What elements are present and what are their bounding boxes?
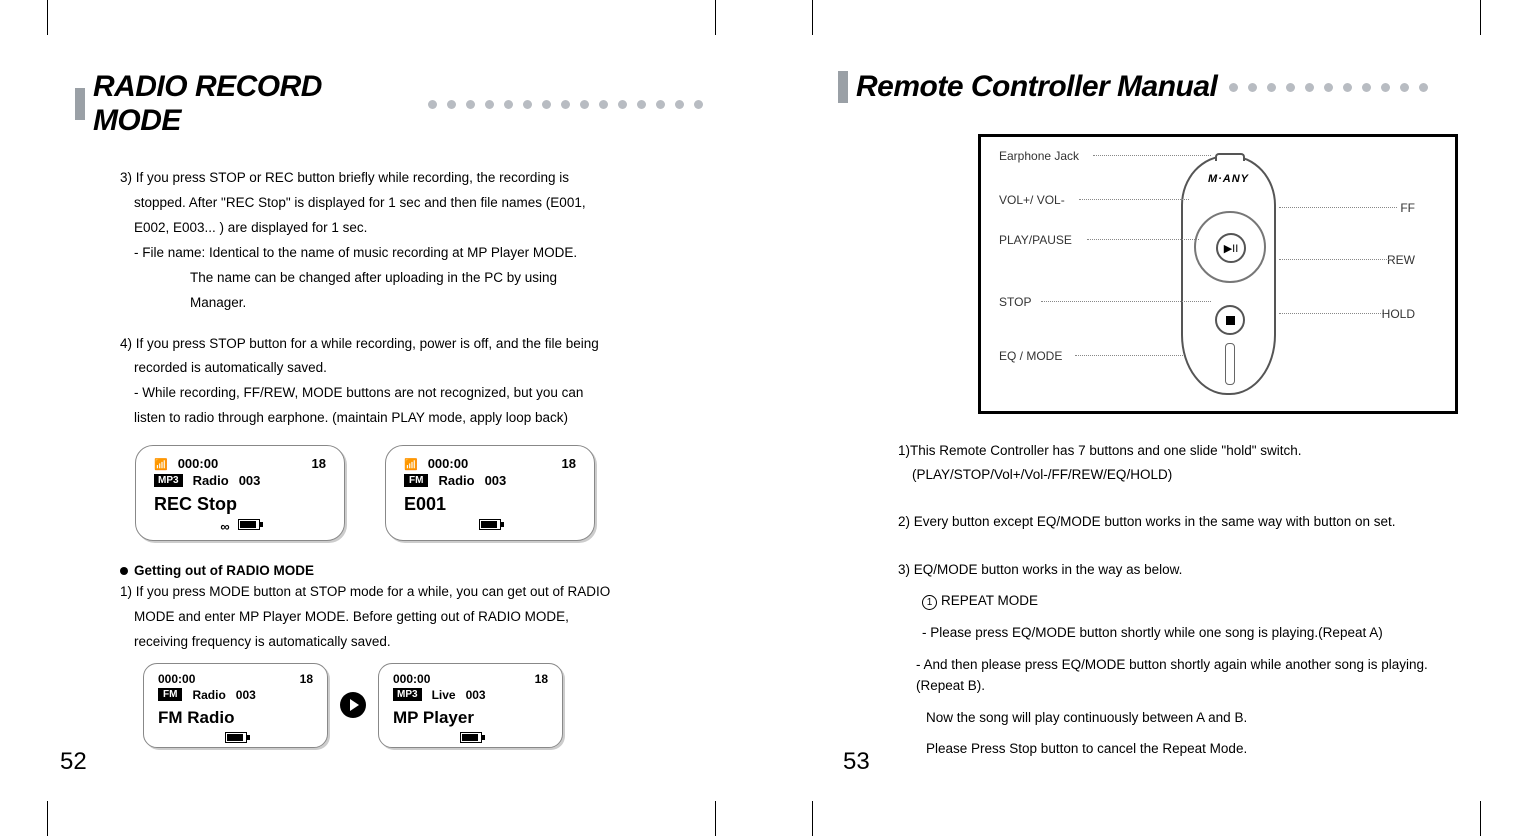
lcd-num: 18 [562,456,576,471]
para-5-line: MODE and enter MP Player MODE. Before ge… [120,607,683,628]
para-3d-line: Now the song will play continuously betw… [898,707,1466,729]
loop-icon: ∞ [220,519,229,534]
battery-icon [238,519,260,530]
lcd-screen-a: 000:00 18 MP3 Radio 003 REC Stop ∞ [135,445,345,541]
lcd-mode: Radio [193,473,229,488]
page-number: 53 [843,748,870,776]
para-4-line: 4) If you press STOP button for a while … [120,334,683,355]
play-pause-button-icon: ▶II [1216,233,1246,263]
circled-1-icon: 1 [922,595,937,610]
para-3-line: stopped. After "REC Stop" is displayed f… [120,193,683,214]
battery-icon [479,519,501,530]
lcd-screens-row: 000:00 18 MP3 Radio 003 REC Stop ∞ 000:0… [135,445,703,541]
mp3-badge-icon: MP3 [154,474,183,487]
mp3-badge-icon: MP3 [393,688,422,701]
battery-icon [225,732,247,743]
antenna-icon [154,456,168,471]
label-stop: STOP [999,295,1031,309]
page-title: Remote Controller Manual [856,70,1217,104]
stop-button-icon [1215,305,1245,335]
para-1-line: (PLAY/STOP/Vol+/Vol-/FF/REW/EQ/HOLD) [898,464,1466,486]
fm-badge-icon: FM [158,688,182,701]
fm-badge-icon: FM [404,474,428,487]
label-ff: FF [1400,201,1415,215]
body-text-left: 3) If you press STOP or REC button brief… [120,168,683,429]
remote-body-icon: M·ANY ▶II [1181,155,1276,395]
section-heading: Getting out of RADIO MODE [134,563,314,578]
page-right: Remote Controller Manual M·ANY ▶II Earph… [763,0,1526,836]
para-3-line: The name can be changed after uploading … [120,268,683,289]
para-3-line: E002, E003... ) are displayed for 1 sec. [120,218,683,239]
lcd-mode: Radio [192,688,225,702]
para-4-line: recorded is automatically saved. [120,358,683,379]
section-bullet: Getting out of RADIO MODE [120,563,703,578]
lcd-big-text: FM Radio [158,708,313,728]
para-3c-line: - And then please press EQ/MODE button s… [898,654,1466,697]
para-3-line: 3) If you press STOP or REC button brief… [120,168,683,189]
remote-diagram: M·ANY ▶II Earphone Jack VOL+/ VOL- PLAY/… [978,134,1458,414]
lcd-screen-d: 000:00 18 MP3 Live 003 MP Player [378,663,563,748]
hold-slider-icon [1225,343,1235,385]
brand-label: M·ANY [1183,173,1274,185]
para-4-line: listen to radio through earphone. (maint… [120,408,683,429]
body-text-left: 1) If you press MODE button at STOP mode… [120,582,683,653]
label-earphone: Earphone Jack [999,149,1079,163]
lcd-num: 18 [312,456,326,471]
lcd-time: 000:00 [178,456,218,471]
lcd-time: 000:00 [428,456,468,471]
lcd-num: 18 [300,672,313,686]
title-row-right: Remote Controller Manual [838,70,1466,104]
page-title: RADIO RECORD MODE [93,70,416,138]
earphone-jack-icon [1215,153,1245,161]
title-row-left: RADIO RECORD MODE [75,70,703,138]
lcd-big-text: E001 [404,494,576,515]
lcd-screen-b: 000:00 18 FM Radio 003 E001 [385,445,595,541]
lcd-time: 000:00 [158,672,195,686]
title-dots [1229,83,1466,92]
para-4-line: - While recording, FF/REW, MODE buttons … [120,383,683,404]
para-3-line: 3) EQ/MODE button works in the way as be… [898,559,1466,581]
para-5-line: receiving frequency is automatically sav… [120,632,683,653]
repeat-mode-label: REPEAT MODE [941,593,1038,608]
para-1-line: 1)This Remote Controller has 7 buttons a… [898,440,1466,462]
arrow-right-icon [340,692,366,718]
para-3a-line: 1 REPEAT MODE [898,590,1466,612]
page-left: RADIO RECORD MODE 3) If you press STOP o… [0,0,763,836]
lcd-track: 003 [485,473,507,488]
para-3b-line: - Please press EQ/MODE button shortly wh… [898,622,1466,644]
para-3e-line: Please Press Stop button to cancel the R… [898,738,1466,760]
para-2-line: 2) Every button except EQ/MODE button wo… [898,511,1466,533]
para-3-line: Manager. [120,293,683,314]
lcd-big-text: REC Stop [154,494,326,515]
label-play: PLAY/PAUSE [999,233,1072,247]
bullet-icon [120,567,128,575]
label-eq: EQ / MODE [999,349,1062,363]
title-bar-icon [75,88,85,120]
body-text-right: 1)This Remote Controller has 7 buttons a… [898,440,1466,760]
nav-ring-icon: ▶II [1194,211,1266,283]
lcd-track: 003 [236,688,256,702]
lcd-screen-c: 000:00 18 FM Radio 003 FM Radio [143,663,328,748]
lcd-big-text: MP Player [393,708,548,728]
para-5-line: 1) If you press MODE button at STOP mode… [120,582,683,603]
para-3-line: - File name: Identical to the name of mu… [120,243,683,264]
lcd-screens-row: 000:00 18 FM Radio 003 FM Radio 000:00 1… [143,663,703,748]
lcd-time: 000:00 [393,672,430,686]
label-vol: VOL+/ VOL- [999,193,1065,207]
title-dots [428,100,703,109]
lcd-mode: Radio [438,473,474,488]
label-rew: REW [1387,253,1415,267]
antenna-icon [404,456,418,471]
page-number: 52 [60,748,87,776]
document-spread: RADIO RECORD MODE 3) If you press STOP o… [0,0,1526,836]
lcd-track: 003 [239,473,261,488]
label-hold: HOLD [1382,307,1415,321]
lcd-mode: Live [432,688,456,702]
lcd-track: 003 [466,688,486,702]
battery-icon [460,732,482,743]
lcd-num: 18 [535,672,548,686]
title-bar-icon [838,71,848,103]
